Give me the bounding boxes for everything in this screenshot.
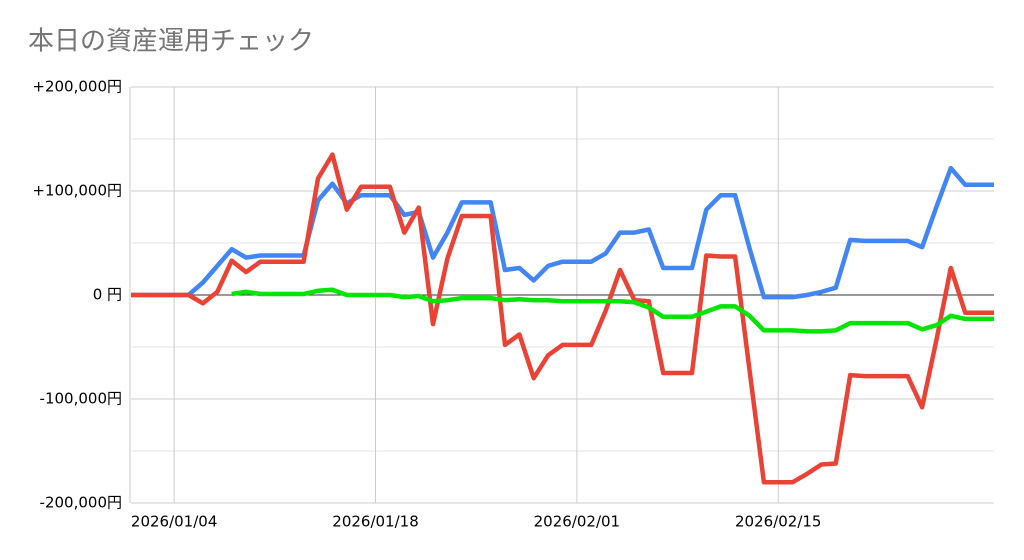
series-line [231,287,994,334]
series-line [131,152,994,485]
x-tick-label: 2026/01/18 [332,513,418,531]
x-tick-label: 2026/02/01 [534,513,620,531]
chart-title: 本日の資産運用チェック [28,27,314,57]
y-tick-label: +100,000円 [32,182,122,200]
x-tick-label: 2026/02/15 [735,513,821,531]
y-tick-label: -200,000円 [40,494,122,512]
x-tick-label: 2026/01/04 [131,513,217,531]
y-tick-label: 0 円 [93,286,122,304]
y-tick-label: +200,000円 [32,78,122,96]
series-line [131,165,994,300]
y-tick-label: -100,000円 [40,390,122,408]
